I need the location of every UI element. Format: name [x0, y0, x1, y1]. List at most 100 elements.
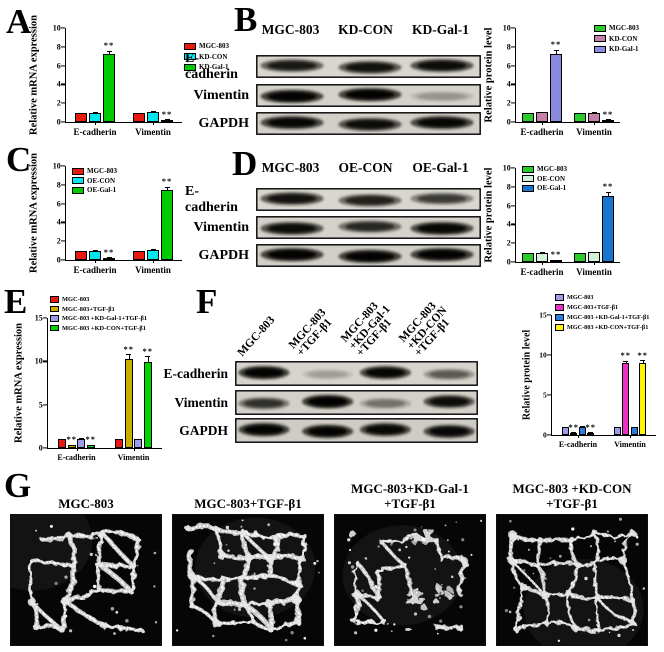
legend-swatch — [555, 294, 564, 301]
legend-swatch — [184, 53, 196, 60]
y-tick-label: 10 — [502, 163, 511, 173]
y-axis-title: Relative protein level — [483, 27, 495, 123]
bar — [133, 250, 145, 260]
y-axis — [514, 168, 516, 262]
panel-f-blot: MGC-803 MGC-803 +TGF-β1 MGC-803 +KD-Gal-1 +TG… — [163, 285, 481, 447]
x-tick — [76, 448, 78, 452]
bar — [147, 250, 159, 260]
x-axis — [64, 122, 182, 124]
error-bar — [556, 49, 557, 55]
category-label: Vimentin — [135, 264, 171, 275]
panel-e-chart: 0 5 10 15 Relative mRNA expression E-cadherin… — [12, 288, 170, 465]
legend-swatch — [50, 296, 59, 303]
y-tick-label: 2 — [56, 236, 61, 246]
legend-swatch — [72, 186, 84, 194]
legend-item: MGC-803 +KD-Gal-1+TGF-β1 — [50, 315, 147, 322]
error-bar-cap — [78, 438, 84, 440]
micrograph-cell: MGC-803 +KD-CON +TGF-β1 — [496, 458, 648, 646]
legend-swatch — [184, 42, 196, 50]
y-tick — [43, 404, 47, 406]
significance-label: ** — [103, 40, 115, 51]
legend-label: MGC-803+TGF-β1 — [62, 305, 115, 313]
significance-label: ** — [568, 421, 579, 432]
y-tick — [547, 354, 551, 356]
y-tick — [511, 65, 515, 67]
blot-row-label: E-cadherin — [185, 183, 238, 215]
significance-label: ** — [550, 39, 562, 50]
y-axis-title: Relative protein level — [483, 167, 495, 263]
panel-e-letter: E — [4, 282, 28, 321]
error-bar-cap — [640, 360, 646, 362]
micrograph-cell: MGC-803+TGF-β1 — [172, 458, 324, 646]
y-axis — [64, 166, 66, 260]
panel-a-chart: 0 2 4 6 8 10 Relative mRNA expression E-cadheri… — [22, 14, 236, 140]
category-label: Vimentin — [576, 266, 612, 277]
legend-item: MGC-803 +KD-CON+TGF-β1 — [555, 324, 648, 331]
y-tick-label: 10 — [52, 23, 61, 33]
category-label: E-cadherin — [558, 439, 598, 449]
error-bar-cap — [539, 111, 545, 113]
legend-item: MGC-803+TGF-β1 — [555, 304, 618, 311]
category-label: E-cadherin — [73, 126, 117, 137]
y-tick — [61, 184, 65, 186]
lane-headers: MGC-803 OE-CON OE-Gal-1 — [253, 160, 478, 176]
bar — [147, 111, 159, 122]
y-tick-label: 10 — [502, 23, 511, 33]
y-tick-label: 4 — [506, 79, 511, 89]
y-axis — [64, 28, 66, 122]
legend-swatch — [522, 184, 534, 192]
x-tick — [578, 435, 580, 439]
legend-item: OE-CON — [72, 177, 115, 185]
legend-label: MGC-803 — [537, 165, 567, 173]
error-bar-cap — [605, 119, 611, 121]
blot-row-label: E-cadherin — [163, 365, 228, 381]
y-tick-label: 8 — [56, 42, 61, 52]
y-tick — [511, 205, 515, 207]
bar — [133, 112, 145, 122]
bar — [536, 112, 548, 122]
bar — [143, 362, 152, 448]
significance-label: ** — [123, 343, 134, 354]
panel-d-chart: 0 2 4 6 8 10 Relative protein level E-cadherin *… — [484, 150, 664, 278]
y-tick-label: 0 — [506, 117, 511, 127]
y-tick — [547, 434, 551, 436]
blot-box-vimentin — [256, 84, 481, 107]
y-axis — [514, 28, 516, 122]
x-axis — [514, 262, 620, 264]
y-tick — [511, 167, 515, 169]
y-tick — [61, 46, 65, 48]
category-label: E-cadherin — [520, 266, 564, 277]
y-tick-label: 0 — [506, 257, 511, 267]
error-bar-cap — [579, 426, 585, 428]
y-axis-title: Relative mRNA expression — [28, 153, 40, 273]
bar — [77, 438, 86, 448]
error-bar — [128, 354, 130, 359]
blot-row-label: Vimentin — [174, 394, 229, 410]
bar — [89, 112, 101, 122]
y-tick — [43, 447, 47, 449]
y-tick-label: 2 — [506, 98, 511, 108]
lane-header: OE-Gal-1 — [412, 160, 469, 175]
lane-header: OE-CON — [338, 160, 393, 175]
significance-label: ** — [620, 350, 631, 361]
error-bar-cap — [164, 186, 170, 188]
lane-headers: MGC-803 KD-CON KD-Gal-1 — [253, 22, 478, 38]
bar — [522, 112, 534, 122]
legend-swatch — [555, 304, 564, 311]
lane-header: KD-CON — [338, 22, 393, 37]
y-tick — [511, 121, 515, 123]
panel-d-letter: D — [232, 144, 258, 183]
bar — [602, 196, 614, 262]
error-bar-cap — [135, 438, 141, 440]
y-tick — [61, 83, 65, 85]
micrograph-label: MGC-803+KD-Gal-1 +TGF-β1 — [351, 481, 469, 511]
bar — [613, 427, 621, 435]
legend-swatch — [184, 63, 196, 71]
x-tick — [542, 122, 544, 126]
panel-b-blot: MGC-803 KD-CON KD-Gal-1 E-cadherin Vimentin G… — [185, 18, 484, 139]
error-bar-cap — [571, 432, 577, 434]
y-tick-label: 15 — [34, 313, 43, 323]
panel-b-chart: 0 2 4 6 8 10 Relative protein level E-cadherin *… — [484, 10, 664, 138]
error-bar-cap — [605, 191, 611, 193]
panel-f-chart: 0 5 10 15 Relative protein level E-cadherin **… — [522, 288, 664, 460]
